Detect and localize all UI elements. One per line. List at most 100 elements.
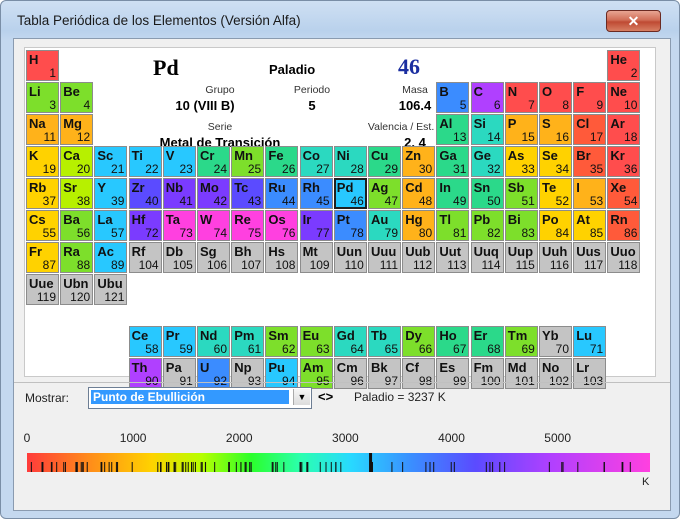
element-cell-ne[interactable]: Ne 10	[607, 82, 641, 113]
element-cell-bk[interactable]: Bk 97	[368, 358, 401, 389]
element-cell-uuq[interactable]: Uuq 114	[470, 242, 504, 273]
element-cell-lu[interactable]: Lu 71	[573, 326, 607, 357]
element-cell-re[interactable]: Re 75	[231, 210, 265, 241]
element-cell-ir[interactable]: Ir 77	[299, 210, 333, 241]
element-cell-am[interactable]: Am 95	[299, 358, 333, 389]
element-cell-pd[interactable]: Pd 46	[333, 178, 367, 209]
element-cell-v[interactable]: V 23	[162, 146, 196, 177]
element-cell-ca[interactable]: Ca 20	[60, 146, 94, 177]
element-cell-zn[interactable]: Zn 30	[402, 146, 436, 177]
element-cell-np[interactable]: Np 93	[231, 358, 265, 389]
element-cell-al[interactable]: Al 13	[436, 114, 470, 145]
element-cell-mn[interactable]: Mn 25	[231, 146, 265, 177]
element-cell-ru[interactable]: Ru 44	[265, 178, 299, 209]
element-cell-rn[interactable]: Rn 86	[607, 210, 641, 241]
element-cell-md[interactable]: Md 101	[504, 358, 538, 389]
element-cell-mt[interactable]: Mt 109	[299, 242, 333, 273]
element-cell-ce[interactable]: Ce 58	[128, 326, 162, 357]
element-cell-rf[interactable]: Rf 104	[128, 242, 162, 273]
element-cell-cm[interactable]: Cm 96	[333, 358, 367, 389]
element-cell-y[interactable]: Y 39	[94, 178, 128, 209]
element-cell-pa[interactable]: Pa 91	[162, 358, 196, 389]
element-cell-ra[interactable]: Ra 88	[60, 242, 94, 273]
element-cell-w[interactable]: W 74	[197, 210, 230, 241]
element-cell-po[interactable]: Po 84	[539, 210, 572, 241]
element-cell-pu[interactable]: Pu 94	[265, 358, 299, 389]
element-cell-pt[interactable]: Pt 78	[333, 210, 367, 241]
element-cell-in[interactable]: In 49	[436, 178, 470, 209]
element-cell-os[interactable]: Os 76	[265, 210, 299, 241]
element-cell-hs[interactable]: Hs 108	[265, 242, 299, 273]
element-cell-gd[interactable]: Gd 64	[333, 326, 367, 357]
element-cell-u[interactable]: U 92	[197, 358, 230, 389]
element-cell-uue[interactable]: Uue 119	[26, 274, 59, 305]
element-cell-er[interactable]: Er 68	[470, 326, 504, 357]
element-cell-se[interactable]: Se 34	[539, 146, 572, 177]
element-cell-uub[interactable]: Uub 112	[402, 242, 436, 273]
element-cell-dy[interactable]: Dy 66	[402, 326, 436, 357]
element-cell-s[interactable]: S 16	[539, 114, 572, 145]
element-cell-ubu[interactable]: Ubu 121	[94, 274, 128, 305]
element-cell-fe[interactable]: Fe 26	[265, 146, 299, 177]
element-cell-la[interactable]: La 57	[94, 210, 128, 241]
element-cell-te[interactable]: Te 52	[539, 178, 572, 209]
element-cell-p[interactable]: P 15	[504, 114, 538, 145]
element-cell-zr[interactable]: Zr 40	[128, 178, 162, 209]
swap-arrows-button[interactable]: <>	[318, 389, 334, 404]
element-cell-uut[interactable]: Uut 113	[436, 242, 470, 273]
element-cell-cu[interactable]: Cu 29	[368, 146, 401, 177]
element-cell-na[interactable]: Na 11	[26, 114, 59, 145]
element-cell-sc[interactable]: Sc 21	[94, 146, 128, 177]
element-cell-tm[interactable]: Tm 69	[504, 326, 538, 357]
element-cell-yb[interactable]: Yb 70	[539, 326, 572, 357]
element-cell-sg[interactable]: Sg 106	[197, 242, 230, 273]
element-cell-uup[interactable]: Uup 115	[504, 242, 538, 273]
element-cell-cr[interactable]: Cr 24	[197, 146, 230, 177]
element-cell-ho[interactable]: Ho 67	[436, 326, 470, 357]
element-cell-he[interactable]: He 2	[607, 50, 641, 81]
element-cell-kr[interactable]: Kr 36	[607, 146, 641, 177]
element-cell-mg[interactable]: Mg 12	[60, 114, 94, 145]
element-cell-rb[interactable]: Rb 37	[26, 178, 59, 209]
element-cell-k[interactable]: K 19	[26, 146, 59, 177]
element-cell-uuh[interactable]: Uuh 116	[539, 242, 572, 273]
element-cell-tl[interactable]: Tl 81	[436, 210, 470, 241]
element-cell-at[interactable]: At 85	[573, 210, 607, 241]
element-cell-bi[interactable]: Bi 83	[504, 210, 538, 241]
element-cell-th[interactable]: Th 90	[128, 358, 162, 389]
element-cell-db[interactable]: Db 105	[162, 242, 196, 273]
element-cell-uuu[interactable]: Uuu 111	[368, 242, 401, 273]
element-cell-xe[interactable]: Xe 54	[607, 178, 641, 209]
element-cell-hf[interactable]: Hf 72	[128, 210, 162, 241]
element-cell-pb[interactable]: Pb 82	[470, 210, 504, 241]
element-cell-cf[interactable]: Cf 98	[402, 358, 436, 389]
element-cell-ge[interactable]: Ge 32	[470, 146, 504, 177]
element-cell-lr[interactable]: Lr 103	[573, 358, 607, 389]
element-cell-ag[interactable]: Ag 47	[368, 178, 401, 209]
element-cell-sb[interactable]: Sb 51	[504, 178, 538, 209]
element-cell-sn[interactable]: Sn 50	[470, 178, 504, 209]
element-cell-si[interactable]: Si 14	[470, 114, 504, 145]
element-cell-bh[interactable]: Bh 107	[231, 242, 265, 273]
element-cell-rh[interactable]: Rh 45	[299, 178, 333, 209]
element-cell-ubn[interactable]: Ubn 120	[60, 274, 94, 305]
element-cell-i[interactable]: I 53	[573, 178, 607, 209]
element-cell-sm[interactable]: Sm 62	[265, 326, 299, 357]
element-cell-be[interactable]: Be 4	[60, 82, 94, 113]
element-cell-hg[interactable]: Hg 80	[402, 210, 436, 241]
element-cell-uun[interactable]: Uun 110	[333, 242, 367, 273]
title-bar[interactable]: Tabla Periódica de los Elementos (Versió…	[1, 1, 679, 37]
element-cell-nd[interactable]: Nd 60	[197, 326, 230, 357]
element-cell-br[interactable]: Br 35	[573, 146, 607, 177]
element-cell-ba[interactable]: Ba 56	[60, 210, 94, 241]
element-cell-es[interactable]: Es 99	[436, 358, 470, 389]
element-cell-tc[interactable]: Tc 43	[231, 178, 265, 209]
element-cell-fr[interactable]: Fr 87	[26, 242, 59, 273]
close-button[interactable]: ✕	[606, 10, 661, 32]
element-cell-no[interactable]: No 102	[539, 358, 572, 389]
element-cell-cs[interactable]: Cs 55	[26, 210, 59, 241]
